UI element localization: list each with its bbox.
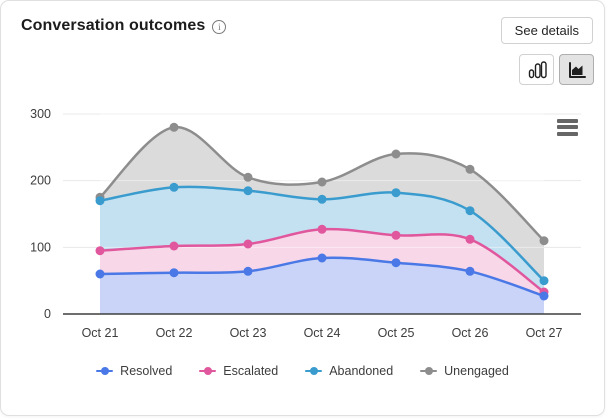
info-icon[interactable]: i — [212, 20, 227, 34]
y-axis-tick-label: 100 — [30, 240, 51, 254]
data-point-unengaged[interactable] — [465, 164, 475, 174]
chart-type-toggle-group — [519, 54, 594, 85]
see-details-button[interactable]: See details — [500, 17, 593, 44]
x-axis-tick-label: Oct 24 — [304, 326, 341, 340]
x-axis-tick-label: Oct 25 — [378, 326, 415, 340]
x-axis-tick-label: Oct 26 — [452, 326, 489, 340]
x-axis-tick-label: Oct 23 — [230, 326, 267, 340]
x-axis-tick-label: Oct 27 — [526, 326, 563, 340]
data-point-abandoned[interactable] — [169, 182, 179, 192]
data-point-escalated[interactable] — [317, 224, 327, 234]
menu-bar — [557, 125, 578, 129]
data-point-unengaged[interactable] — [391, 149, 401, 159]
data-point-escalated[interactable] — [243, 239, 253, 249]
column-chart-icon — [528, 60, 547, 78]
data-point-resolved[interactable] — [169, 268, 179, 278]
unengaged-legend-marker-icon — [420, 367, 438, 376]
data-point-unengaged[interactable] — [169, 122, 179, 132]
legend-label: Unengaged — [444, 364, 509, 378]
y-axis-tick-label: 200 — [30, 174, 51, 188]
column-chart-toggle-button[interactable] — [519, 54, 554, 85]
legend-item-unengaged[interactable]: Unengaged — [420, 364, 509, 378]
y-axis-tick-label: 300 — [30, 107, 51, 121]
abandoned-legend-marker-icon — [305, 367, 323, 376]
data-point-unengaged[interactable] — [317, 177, 327, 187]
legend-label: Abandoned — [329, 364, 394, 378]
x-axis-tick-label: Oct 22 — [156, 326, 193, 340]
data-point-resolved[interactable] — [317, 253, 327, 263]
data-point-abandoned[interactable] — [465, 206, 475, 216]
data-point-resolved[interactable] — [465, 266, 475, 276]
chart-menu-icon[interactable] — [557, 117, 579, 137]
x-axis-tick-label: Oct 21 — [82, 326, 119, 340]
legend-label: Resolved — [120, 364, 173, 378]
card-header: Conversation outcomes i — [21, 17, 227, 35]
data-point-abandoned[interactable] — [95, 196, 105, 206]
data-point-resolved[interactable] — [539, 291, 549, 301]
escalated-legend-marker-icon — [199, 367, 217, 376]
data-point-abandoned[interactable] — [243, 186, 253, 196]
data-point-resolved[interactable] — [243, 266, 253, 276]
menu-bar — [557, 131, 578, 136]
area-chart-icon — [568, 61, 586, 78]
data-point-unengaged[interactable] — [243, 172, 253, 182]
y-axis-tick-label: 0 — [44, 307, 51, 321]
data-point-resolved[interactable] — [391, 258, 401, 268]
legend-item-escalated[interactable]: Escalated — [199, 364, 278, 378]
menu-bar — [557, 118, 578, 123]
chart-legend: Resolved Escalated Abandoned Unengaged — [1, 364, 604, 378]
data-point-resolved[interactable] — [95, 269, 105, 279]
data-point-unengaged[interactable] — [539, 236, 549, 246]
legend-item-abandoned[interactable]: Abandoned — [305, 364, 393, 378]
resolved-legend-marker-icon — [96, 367, 114, 376]
data-point-abandoned[interactable] — [539, 276, 549, 286]
data-point-escalated[interactable] — [169, 241, 179, 251]
area-chart-toggle-button[interactable] — [559, 54, 594, 85]
data-point-escalated[interactable] — [95, 246, 105, 256]
data-point-escalated[interactable] — [465, 234, 475, 244]
legend-label: Escalated — [223, 364, 279, 378]
data-point-abandoned[interactable] — [317, 194, 327, 204]
card-title: Conversation outcomes — [21, 17, 206, 34]
legend-item-resolved[interactable]: Resolved — [96, 364, 172, 378]
data-point-escalated[interactable] — [391, 230, 401, 240]
data-point-abandoned[interactable] — [391, 188, 401, 198]
